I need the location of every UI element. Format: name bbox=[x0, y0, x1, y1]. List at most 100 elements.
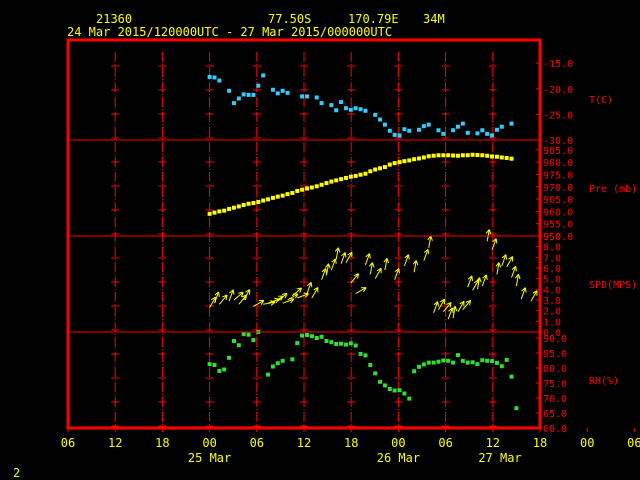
temp-point bbox=[455, 124, 460, 129]
wind-head-left bbox=[485, 274, 488, 280]
y-tick-label-rh: 80.0 bbox=[543, 364, 567, 375]
wind-head-right bbox=[241, 294, 247, 298]
station-lat: 77.50S bbox=[268, 12, 312, 26]
wind-arrow bbox=[412, 260, 419, 273]
wind-head-right bbox=[245, 289, 250, 293]
rh-point bbox=[309, 334, 314, 339]
temp-point bbox=[494, 127, 499, 132]
pressure-point bbox=[421, 155, 426, 160]
wind-head-right bbox=[347, 251, 353, 256]
wind-arrow bbox=[514, 274, 521, 287]
temp-point bbox=[348, 107, 353, 112]
wind-arrow bbox=[297, 292, 309, 299]
wind-arrow bbox=[345, 251, 353, 263]
pressure-point bbox=[470, 152, 475, 157]
temp-point bbox=[402, 127, 407, 132]
temp-point bbox=[421, 124, 426, 129]
wind-arrow bbox=[501, 254, 508, 267]
temp-point bbox=[329, 103, 334, 108]
wind-head-left bbox=[498, 262, 502, 268]
rh-point bbox=[241, 332, 246, 337]
wind-head-right bbox=[485, 229, 490, 234]
rh-point bbox=[431, 360, 436, 365]
wind-head-left bbox=[515, 266, 517, 272]
temp-point bbox=[475, 131, 480, 136]
wind-head-left bbox=[363, 287, 367, 293]
pressure-point bbox=[499, 155, 504, 160]
panel-label-wind: SPD(MPS) bbox=[589, 280, 637, 291]
temp-point bbox=[231, 101, 236, 106]
wind-head-right bbox=[214, 291, 219, 296]
wind-shaft bbox=[457, 301, 465, 312]
x-tick-label: 18 bbox=[533, 436, 547, 450]
rh-point bbox=[412, 369, 417, 374]
wind-head-left bbox=[495, 238, 498, 244]
wind-shaft bbox=[394, 268, 400, 280]
wind-shaft bbox=[423, 249, 429, 261]
y-tick-label-wind: 0.0 bbox=[543, 328, 561, 339]
wind-head-right bbox=[459, 300, 465, 305]
page-number: 2 bbox=[13, 466, 21, 480]
temp-point bbox=[436, 128, 441, 133]
rh-point bbox=[446, 358, 451, 363]
temp-point bbox=[382, 122, 387, 127]
wind-arrow bbox=[485, 229, 492, 242]
wind-head-left bbox=[344, 252, 347, 258]
wind-head-right bbox=[222, 294, 228, 298]
wind-shaft bbox=[282, 298, 295, 304]
y-tick-label-wind: 6.0 bbox=[543, 264, 561, 275]
wind-head-left bbox=[386, 258, 390, 264]
temp-point bbox=[392, 132, 397, 137]
wind-head-left bbox=[449, 302, 452, 308]
rh-point bbox=[490, 359, 495, 364]
wind-shaft bbox=[340, 252, 346, 264]
panel-label-pres: Pre (mb) bbox=[589, 184, 637, 195]
wind-head-right bbox=[532, 290, 538, 294]
wind-shaft bbox=[325, 263, 330, 276]
wind-arrow bbox=[394, 268, 401, 280]
wind-shaft bbox=[491, 238, 497, 251]
temp-point bbox=[509, 121, 514, 126]
wind-arrow bbox=[427, 235, 433, 248]
pressure-point bbox=[309, 185, 314, 190]
wind-head-right bbox=[331, 258, 336, 263]
pressure-point bbox=[246, 201, 251, 206]
wind-head-left bbox=[290, 298, 295, 304]
wind-head-right bbox=[334, 247, 339, 252]
y-tick-label-wind: 7.0 bbox=[543, 253, 561, 264]
y-tick-label-wind: 2.0 bbox=[543, 307, 561, 318]
pressure-point bbox=[417, 156, 422, 161]
wind-head-left bbox=[505, 254, 508, 260]
temp-point bbox=[358, 107, 363, 112]
wind-shaft bbox=[311, 287, 319, 299]
wind-head-left bbox=[299, 287, 303, 293]
wind-head-right bbox=[383, 258, 388, 263]
temp-point bbox=[270, 87, 275, 92]
wind-arrow bbox=[334, 247, 341, 260]
pressure-point bbox=[485, 153, 490, 158]
wind-head-right bbox=[281, 292, 288, 295]
wind-arrow bbox=[462, 299, 472, 310]
x-tick-label: 12 bbox=[486, 436, 500, 450]
wind-head-right bbox=[433, 301, 439, 306]
wind-head-left bbox=[304, 293, 309, 298]
rh-point bbox=[509, 374, 514, 379]
wind-arrow bbox=[467, 275, 474, 288]
pressure-point bbox=[475, 153, 480, 158]
rh-point bbox=[421, 362, 426, 367]
temp-point bbox=[217, 78, 222, 83]
wind-head-right bbox=[394, 268, 400, 273]
wind-arrow bbox=[311, 287, 319, 299]
pressure-point bbox=[227, 206, 232, 211]
wind-head-left bbox=[471, 275, 474, 281]
x-tick-label: 06 bbox=[627, 436, 640, 450]
wind-arrow bbox=[530, 290, 538, 302]
wind-head-left bbox=[430, 235, 433, 241]
wind-head-right bbox=[465, 299, 471, 303]
rh-point bbox=[339, 341, 344, 346]
rh-point bbox=[246, 332, 251, 337]
pressure-point bbox=[236, 204, 241, 209]
wind-shaft bbox=[506, 256, 514, 268]
pressure-point bbox=[494, 154, 499, 159]
wind-head-right bbox=[238, 291, 244, 294]
